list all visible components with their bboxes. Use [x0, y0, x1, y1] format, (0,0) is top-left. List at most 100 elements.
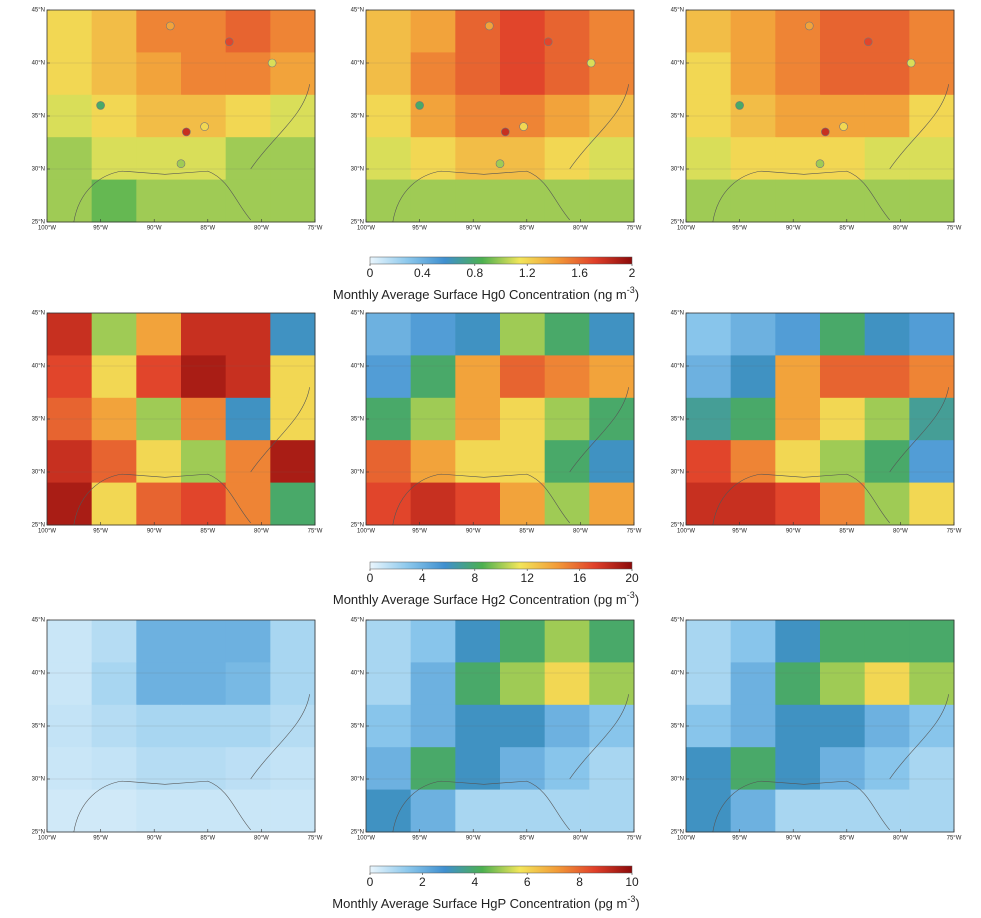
coastline [73, 387, 310, 526]
grid-cell [500, 440, 546, 484]
x-tick-label: 95°W [412, 836, 427, 842]
grid-cell [270, 52, 316, 96]
y-tick-label: 30°N [671, 777, 684, 783]
grid-cell [544, 313, 590, 356]
grid-cell [91, 747, 137, 791]
grid-cell [500, 355, 546, 399]
x-tick-label: 80°W [254, 226, 269, 232]
y-tick-label: 45°N [351, 618, 364, 624]
colorbar-tick-label: 4 [471, 875, 478, 889]
grid-cell [686, 789, 732, 833]
grid-cell [47, 52, 93, 96]
y-tick-label: 40°N [671, 364, 684, 370]
grid-cell [544, 789, 590, 833]
grid-cell [589, 137, 635, 181]
grid-cell [820, 440, 866, 484]
colorbar-tick-label: 20 [625, 571, 639, 585]
site-marker [165, 21, 175, 31]
grid-cell [410, 313, 456, 356]
grid-cell [270, 179, 316, 223]
grid-cell [909, 137, 955, 181]
x-tick-label: 100°W [357, 529, 375, 535]
grid-cell [544, 94, 590, 138]
grid-cell [270, 10, 316, 53]
grid-cell [47, 313, 93, 356]
x-tick-label: 75°W [308, 836, 323, 842]
label-text: Monthly Average Surface HgP Concentratio… [332, 896, 627, 911]
grid-cell [686, 397, 732, 441]
x-tick-label: 95°W [93, 529, 108, 535]
y-tick-label: 35°N [351, 114, 364, 120]
label-text: Monthly Average Surface Hg0 Concentratio… [333, 287, 627, 302]
grid-cell [410, 620, 456, 663]
colorbar-tick-label: 0.8 [466, 266, 483, 280]
grid-cell [410, 704, 456, 748]
grid-cell [136, 397, 182, 441]
grid-cell [136, 620, 182, 663]
x-tick-label: 100°W [677, 529, 695, 535]
grid-cell [91, 662, 137, 706]
grid-cell [455, 704, 501, 748]
x-tick-label: 85°W [200, 529, 215, 535]
x-tick-label: 75°W [627, 226, 642, 232]
grid-cell [270, 355, 316, 399]
coastline [392, 387, 629, 526]
grid-cell [225, 662, 271, 706]
grid-cell [136, 10, 182, 53]
site-marker [821, 127, 830, 137]
colorbar-tick-label: 10 [625, 875, 639, 889]
x-tick-label: 80°W [573, 226, 588, 232]
coastline [712, 694, 949, 833]
grid-cell [91, 397, 137, 441]
grid-cell [775, 355, 821, 399]
grid-cell [730, 747, 776, 791]
x-tick-label: 100°W [357, 836, 375, 842]
y-tick-label: 45°N [32, 311, 45, 317]
map-panel: 100°W 95°W 90°W 85°W 80°W 75°W 45°N 40°N 35°N 30°… [32, 618, 323, 842]
colorbar-tick-label: 0 [367, 875, 374, 889]
grid-cell [686, 620, 732, 663]
y-tick-label: 45°N [671, 618, 684, 624]
grid-cell [91, 94, 137, 138]
y-tick-label: 25°N [351, 220, 364, 226]
grid-cell [47, 704, 93, 748]
x-tick-label: 95°W [732, 226, 747, 232]
y-tick-label: 35°N [351, 724, 364, 730]
grid-cell [500, 397, 546, 441]
site-marker [501, 127, 510, 137]
y-tick-label: 40°N [351, 61, 364, 67]
grid-cell [136, 94, 182, 138]
site-marker [200, 122, 209, 131]
y-tick-label: 45°N [671, 8, 684, 14]
grid-cell [136, 789, 182, 833]
x-tick-label: 95°W [93, 226, 108, 232]
grid-cell [864, 620, 910, 663]
x-tick-label: 85°W [839, 226, 854, 232]
grid-cell [730, 313, 776, 356]
x-tick-label: 85°W [839, 836, 854, 842]
grid-cell [366, 52, 412, 96]
y-tick-label: 40°N [32, 671, 45, 677]
y-tick-label: 35°N [671, 417, 684, 423]
grid-cell [181, 789, 227, 833]
x-tick-label: 80°W [893, 836, 908, 842]
x-tick-label: 90°W [147, 226, 162, 232]
y-tick-label: 45°N [32, 8, 45, 14]
grid-cell [730, 482, 776, 526]
x-tick-label: 80°W [573, 529, 588, 535]
grid-cell [270, 482, 316, 526]
coastline [712, 387, 949, 526]
y-tick-label: 40°N [32, 61, 45, 67]
grid-cell [864, 137, 910, 181]
grid-cell [864, 704, 910, 748]
grid-cell [544, 482, 590, 526]
grid-cell [589, 10, 635, 53]
grid-cell [820, 747, 866, 791]
label-text: Monthly Average Surface Hg2 Concentratio… [333, 592, 627, 607]
coastline [73, 694, 310, 833]
colorbar-tick-label: 1.2 [519, 266, 536, 280]
site-marker [839, 122, 848, 131]
grid-cell [366, 355, 412, 399]
grid-cell [775, 313, 821, 356]
x-tick-label: 75°W [308, 226, 323, 232]
